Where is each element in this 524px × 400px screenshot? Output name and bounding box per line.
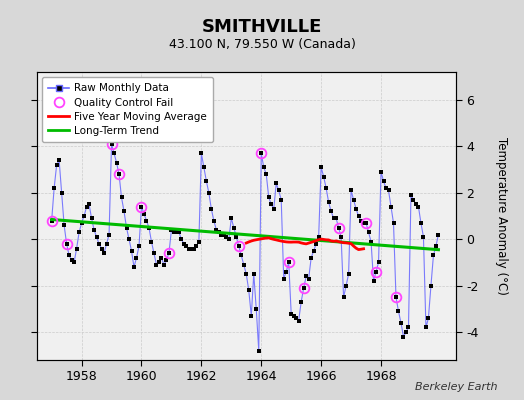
- Legend: Raw Monthly Data, Quality Control Fail, Five Year Moving Average, Long-Term Tren: Raw Monthly Data, Quality Control Fail, …: [42, 77, 213, 142]
- Text: Berkeley Earth: Berkeley Earth: [416, 382, 498, 392]
- Text: SMITHVILLE: SMITHVILLE: [202, 18, 322, 36]
- Y-axis label: Temperature Anomaly (°C): Temperature Anomaly (°C): [495, 137, 508, 295]
- Text: 43.100 N, 79.550 W (Canada): 43.100 N, 79.550 W (Canada): [169, 38, 355, 51]
